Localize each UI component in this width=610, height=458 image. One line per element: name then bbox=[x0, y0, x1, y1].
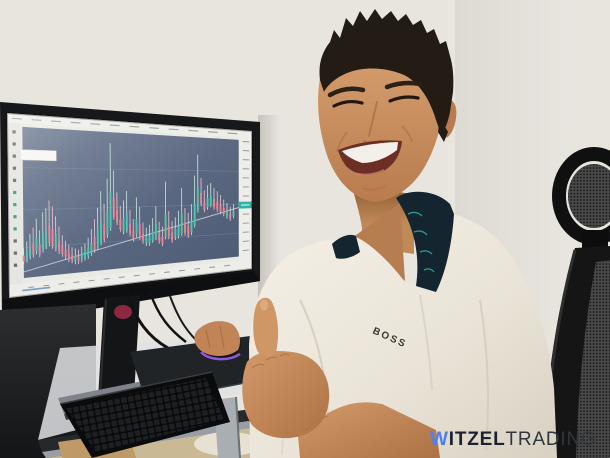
cable bbox=[126, 291, 169, 350]
left-hand bbox=[194, 321, 240, 356]
screen-glare bbox=[7, 113, 252, 298]
left-hand-fingers bbox=[205, 325, 225, 349]
chin-crease bbox=[361, 185, 387, 191]
watermark-trading: TRADING bbox=[505, 429, 597, 450]
watermark-w: W bbox=[430, 429, 449, 450]
keyboard-keys bbox=[66, 378, 224, 452]
teeth bbox=[342, 142, 398, 163]
cable bbox=[148, 291, 187, 343]
cable bbox=[169, 295, 197, 341]
keyboard-edge-highlight bbox=[59, 371, 213, 405]
monitor bbox=[0, 102, 260, 324]
monitor-stand-column bbox=[98, 295, 140, 399]
eyebrow-left bbox=[327, 86, 366, 98]
lower-lip bbox=[349, 169, 385, 176]
collar-teal-pattern bbox=[407, 211, 435, 273]
shirt-placket bbox=[419, 294, 433, 391]
chest-skin bbox=[352, 203, 405, 281]
watermark: WITZELTRADING bbox=[430, 430, 597, 449]
chair-backrest-mesh bbox=[576, 260, 610, 458]
eye-right bbox=[388, 95, 420, 103]
thumb bbox=[253, 297, 279, 357]
polo-collar-right bbox=[396, 191, 454, 292]
desk-leg-edge bbox=[235, 396, 241, 458]
trading-chart bbox=[5, 111, 253, 300]
thumb-nail bbox=[260, 299, 268, 311]
man: BOSS bbox=[194, 9, 557, 458]
screen-inner-shadow bbox=[5, 111, 253, 300]
hair bbox=[319, 9, 454, 134]
smile-crease-right bbox=[401, 125, 413, 143]
sideburn bbox=[438, 118, 448, 142]
monitor-wall-shadow bbox=[258, 115, 280, 315]
eye-left bbox=[332, 99, 364, 108]
watermark-itzel: ITZEL bbox=[448, 429, 506, 450]
chair-headrest-mesh bbox=[568, 164, 610, 228]
smile-crease-left bbox=[336, 131, 348, 153]
eyebrow-right bbox=[384, 80, 423, 90]
forearm bbox=[298, 402, 440, 458]
red-object bbox=[114, 305, 132, 319]
stand-highlight bbox=[99, 299, 107, 397]
polo-collar-left bbox=[332, 234, 360, 259]
office-chair bbox=[542, 147, 610, 458]
shirt-fold bbox=[479, 299, 489, 451]
mouse-rgb-strip bbox=[200, 351, 241, 361]
wrist-crease bbox=[305, 415, 329, 431]
knuckle-creases bbox=[251, 353, 290, 369]
thumbs-up-fist bbox=[242, 351, 330, 439]
